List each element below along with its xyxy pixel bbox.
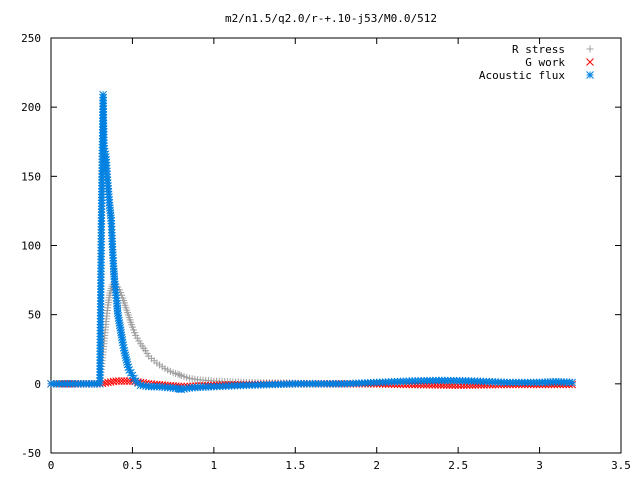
plot-frame <box>50 37 622 454</box>
x-tick-label: 0.5 <box>122 459 142 472</box>
axes: 250 200 150 100 50 0 -50 0 0.5 1 1.5 2 2.5 3 3.5 <box>21 32 631 472</box>
series-r-stress <box>47 279 576 388</box>
legend-marker <box>586 45 594 53</box>
y-tick-label: 0 <box>34 378 41 391</box>
y-tick-label: 50 <box>28 309 41 322</box>
y-tick-label: 100 <box>21 240 41 253</box>
legend-label: R stress <box>512 43 565 56</box>
y-tick-label: 150 <box>21 170 41 183</box>
data-point <box>568 378 576 387</box>
data-layer <box>47 90 576 394</box>
data-point <box>120 377 129 385</box>
x-tick-label: 2 <box>373 459 380 472</box>
y-tick-label: 200 <box>21 101 41 114</box>
x-tick-label: 2.5 <box>448 459 468 472</box>
y-tick-label: -50 <box>21 447 41 460</box>
series-acoustic-flux <box>47 90 576 394</box>
x-tick-label: 3 <box>536 459 543 472</box>
x-tick-label: 1.5 <box>285 459 305 472</box>
legend-marker <box>586 58 594 66</box>
x-tick-label: 3.5 <box>611 459 631 472</box>
data-point <box>174 370 182 378</box>
legend-label: Acoustic flux <box>479 69 565 82</box>
legend-label: G work <box>525 56 565 69</box>
data-point <box>115 377 123 385</box>
legend-marker <box>586 71 594 79</box>
data-point <box>176 371 184 379</box>
x-tick-label: 0 <box>48 459 55 472</box>
chart-title: m2/n1.5/q2.0/r-+.10-j53/M0.0/512 <box>225 12 437 25</box>
y-tick-label: 250 <box>21 32 41 45</box>
data-point <box>117 377 126 385</box>
data-point <box>112 377 120 385</box>
x-tick-label: 1 <box>211 459 218 472</box>
